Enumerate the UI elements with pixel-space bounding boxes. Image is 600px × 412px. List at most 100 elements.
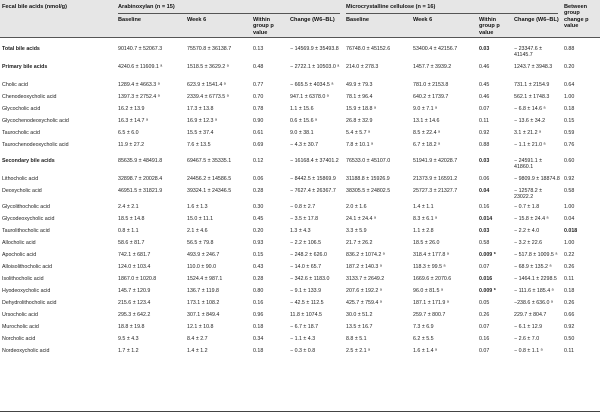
cell-mc-bl: 31188.8 ± 15926.9 xyxy=(346,176,390,182)
cell-ax-p: 0.48 xyxy=(253,64,264,70)
cell-ax-bl: 1397.3 ± 2752.4 ᵃ xyxy=(118,94,160,100)
cell-mc-bl: 13.5 ± 16.7 xyxy=(346,324,373,330)
cell-ax-bl: 124.0 ± 103.4 xyxy=(118,264,151,270)
cell-mc-p: 0.46 xyxy=(479,64,490,70)
header-between-group-p: Between group change p value xyxy=(564,4,589,30)
cell-mc-ch: − 24591.1 ± 41860.1 xyxy=(514,158,543,171)
cell-mc-w6: 7.3 ± 6.9 xyxy=(413,324,434,330)
table-row: Ursocholic acid 295.3 ± 642.2 307.1 ± 849.… xyxy=(0,312,600,324)
cell-mc-bl: 38305.5 ± 24802.5 xyxy=(346,188,391,194)
cell-ax-ch: − 9.1 ± 133.9 xyxy=(290,288,322,294)
cell-btw: 0.11 xyxy=(564,276,574,282)
cell-mc-p: 0.58 xyxy=(479,240,490,246)
cell-mc-w6: 8.3 ± 6.1 ᵃ xyxy=(413,216,438,222)
header-group-arabinoxylan: Arabinoxylan (n = 15) xyxy=(118,4,175,10)
cell-mc-ch: − 2.6 ± 7.0 xyxy=(514,336,540,342)
row-label: Secondary bile acids xyxy=(2,158,55,164)
cell-mc-ch: − 23347.6 ± 41145.7 xyxy=(514,46,543,59)
cell-ax-bl: 1.7 ± 1.2 xyxy=(118,348,139,354)
cell-btw: 0.11 xyxy=(564,348,574,354)
cell-mc-bl: 425.7 ± 759.4 ᵃ xyxy=(346,300,382,306)
cell-mc-p: 0.009 * xyxy=(479,288,496,294)
table-row: Lithocholic acid 32898.7 ± 20028.4 24456.2… xyxy=(0,176,600,188)
cell-ax-bl: 0.8 ± 1.1 xyxy=(118,228,139,234)
table-row: Secondary bile acids 85635.9 ± 48491.8 694… xyxy=(0,158,600,174)
cell-ax-w6: 1524.4 ± 987.1 xyxy=(187,276,223,282)
cell-ax-ch: − 14.0 ± 65.7 xyxy=(290,264,322,270)
cell-ax-p: 0.34 xyxy=(253,336,264,342)
cell-mc-ch: − 6.8 ± 14.6 ᵃ xyxy=(514,106,546,112)
cell-ax-bl: 1289.4 ± 4663.3 ᵃ xyxy=(118,82,160,88)
table-row: Hyodeoxycholic acid 145.7 ± 120.9 136.7 ± … xyxy=(0,288,600,300)
cell-mc-w6: 51941.9 ± 42028.7 xyxy=(413,158,458,164)
cell-ax-p: 0.80 xyxy=(253,288,264,294)
cell-mc-bl: 24.1 ± 24.4 ᵃ xyxy=(346,216,376,222)
cell-mc-p: 0.03 xyxy=(479,46,490,52)
cell-ax-w6: 110.0 ± 90.0 xyxy=(187,264,217,270)
row-label: Chenodeoxycholic acid xyxy=(2,94,57,100)
table-row: Taurocholic acid 6.5 ± 6.0 15.5 ± 37.4 0.61… xyxy=(0,130,600,142)
cell-btw: 0.50 xyxy=(564,336,575,342)
cell-mc-w6: 9.0 ± 7.1 ᵃ xyxy=(413,106,438,112)
cell-ax-bl: 18.8 ± 19.8 xyxy=(118,324,145,330)
table-row: Murocholic acid 18.8 ± 19.8 12.1 ± 10.8 0.1… xyxy=(0,324,600,336)
table-row: Dehydrolithocholic acid 215.6 ± 123.4 173.… xyxy=(0,300,600,312)
cell-ax-ch: − 7627.4 ± 26367.7 xyxy=(290,188,336,194)
cell-ax-p: 0.18 xyxy=(253,348,264,354)
cell-mc-w6: 25727.3 ± 21327.7 xyxy=(413,188,458,194)
cell-ax-ch: − 8442.5 ± 15869.9 xyxy=(290,176,336,182)
cell-mc-bl: 15.9 ± 18.8 ᵃ xyxy=(346,106,376,112)
cell-ax-ch: 9.0 ± 38.1 xyxy=(290,130,314,136)
cell-mc-w6: 8.5 ± 22.4 ᵃ xyxy=(413,130,440,136)
cell-ax-p: 0.28 xyxy=(253,188,264,194)
cell-mc-p: 0.88 xyxy=(479,142,490,148)
cell-ax-bl: 11.9 ± 27.2 xyxy=(118,142,145,148)
cell-btw: 0.18 xyxy=(564,288,575,294)
cell-mc-bl: 7.8 ± 10.1 ᵃ xyxy=(346,142,373,148)
row-label: Taurocholic acid xyxy=(2,130,40,136)
cell-mc-w6: 21373.9 ± 16591.2 xyxy=(413,176,458,182)
cell-ax-p: 0.70 xyxy=(253,94,264,100)
header-fecal-bile-acids: Fecal bile acids (nmol/g) xyxy=(2,4,67,10)
cell-mc-ch: 229.7 ± 804.7 xyxy=(514,312,547,318)
row-label: Allocholic acid xyxy=(2,240,36,246)
cell-mc-w6: 6.2 ± 5.5 xyxy=(413,336,434,342)
cell-mc-p: 0.03 xyxy=(479,158,490,164)
row-label: Lithocholic acid xyxy=(2,176,39,182)
table-row: Norcholic acid 9.5 ± 4.3 8.4 ± 2.7 0.34 − 1.… xyxy=(0,336,600,348)
cell-mc-ch: 562.1 ± 1748.3 xyxy=(514,94,550,100)
cell-mc-ch: − 3.2 ± 22.6 xyxy=(514,240,543,246)
cell-ax-bl: 16.3 ± 14.7 ᵃ xyxy=(118,118,148,124)
cell-mc-bl: 21.7 ± 26.2 xyxy=(346,240,373,246)
cell-btw: 0.59 xyxy=(564,130,575,136)
cell-mc-ch: − 517.8 ± 1009.5 ᵃ xyxy=(514,252,558,258)
row-label: Murocholic acid xyxy=(2,324,39,330)
cell-ax-p: 0.12 xyxy=(253,158,264,164)
cell-mc-p: 0.07 xyxy=(479,106,490,112)
row-label: Taurolithocholic acid xyxy=(2,228,50,234)
cell-mc-w6: 1669.6 ± 2070.6 xyxy=(413,276,452,282)
cell-mc-p: 0.04 xyxy=(479,188,490,194)
cell-btw: 0.26 xyxy=(564,264,575,270)
cell-ax-p: 0.78 xyxy=(253,106,264,112)
cell-mc-bl: 214.0 ± 278.3 xyxy=(346,64,379,70)
cell-mc-w6: 18.5 ± 26.0 xyxy=(413,240,440,246)
table-row: Primary bile acids 4240.6 ± 11609.1 ᵃ 1518… xyxy=(0,64,600,80)
cell-ax-p: 0.90 xyxy=(253,118,264,124)
cell-mc-ch: − 13.6 ± 34.2 xyxy=(514,118,546,124)
cell-btw: 0.26 xyxy=(564,300,575,306)
cell-mc-ch: − 0.7 ± 1.8 xyxy=(514,204,540,210)
cell-ax-p: 0.43 xyxy=(253,264,264,270)
cell-ax-ch: − 0.8 ± 2.7 xyxy=(290,204,316,210)
row-label: Glycolithocholic acid xyxy=(2,204,50,210)
cell-mc-w6: 13.1 ± 14.6 xyxy=(413,118,440,124)
header-mc-change: Change (W6–BL) xyxy=(514,17,559,23)
table-row: Isolithocholic acid 1867.0 ± 1020.8 1524.4… xyxy=(0,276,600,288)
cell-ax-p: 0.61 xyxy=(253,130,264,136)
cell-ax-w6: 307.1 ± 849.4 xyxy=(187,312,220,318)
cell-mc-w6: 53400.4 ± 42156.7 xyxy=(413,46,458,52)
row-label: Hyodeoxycholic acid xyxy=(2,288,51,294)
cell-ax-p: 0.96 xyxy=(253,312,264,318)
header-mc-within-p: Within group p value xyxy=(479,17,500,36)
cell-mc-w6: 259.7 ± 800.7 xyxy=(413,312,446,318)
